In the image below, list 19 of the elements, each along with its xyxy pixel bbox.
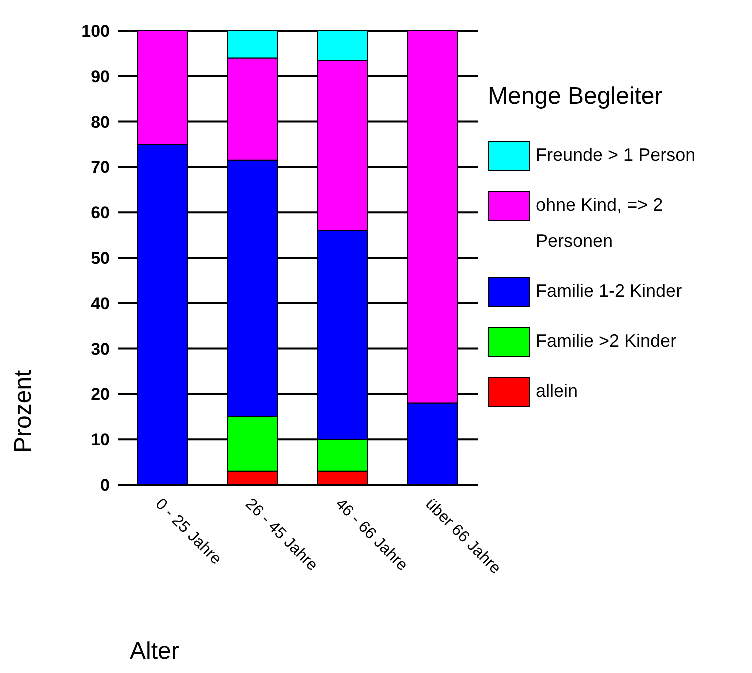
legend-label: Familie 1-2 Kinder (536, 280, 684, 303)
legend-label: allein (536, 380, 580, 403)
y-tick-label: 20 (91, 385, 110, 404)
legend-label: Familie >2 Kinder (536, 330, 678, 353)
legend-label: ohne Kind, => 2 Personen (536, 194, 664, 253)
y-tick-label: 40 (91, 294, 110, 314)
x-axis-title: Alter (130, 638, 180, 666)
legend-label: Freunde > 1 Person (536, 144, 697, 167)
y-tick-label: 80 (91, 112, 110, 132)
y-tick-label: 30 (91, 340, 110, 359)
y-tick-label: 50 (91, 249, 110, 268)
y-tick-label: 0 (100, 476, 110, 496)
y-tick-label: 100 (82, 22, 110, 42)
y-axis-title: Prozent (10, 370, 38, 453)
y-tick-label: 60 (91, 204, 110, 223)
y-tick-label: 90 (91, 67, 110, 86)
y-tick-label: 70 (91, 158, 110, 178)
y-tick-label: 10 (91, 430, 110, 450)
legend-title: Menge Begleiter (488, 83, 664, 111)
